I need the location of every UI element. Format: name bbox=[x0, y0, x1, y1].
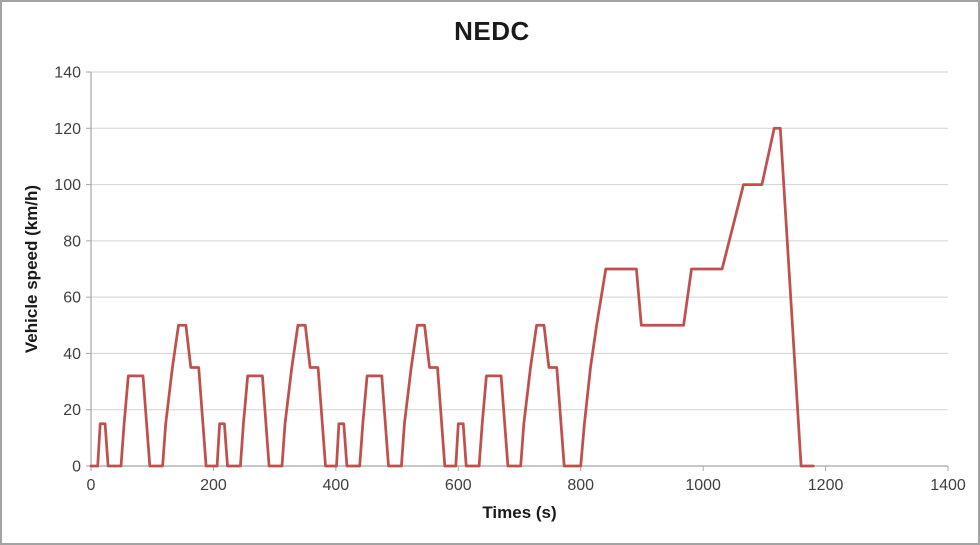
y-tick-label: 20 bbox=[63, 402, 81, 419]
x-tick-label: 1400 bbox=[930, 477, 966, 494]
y-tick-label: 100 bbox=[54, 177, 81, 194]
speed-line bbox=[89, 126, 815, 468]
y-tick-label: 140 bbox=[54, 65, 81, 82]
x-axis-title: Times (s) bbox=[482, 503, 557, 522]
x-tick-label: 200 bbox=[200, 477, 227, 494]
y-tick-label: 80 bbox=[63, 233, 81, 250]
x-tick-label: 800 bbox=[567, 477, 594, 494]
chart-title: NEDC bbox=[454, 16, 530, 46]
y-tick-label: 120 bbox=[54, 121, 81, 138]
y-tick-label: 0 bbox=[72, 459, 81, 476]
y-tick-label: 40 bbox=[63, 346, 81, 363]
x-tick-label: 1000 bbox=[685, 477, 721, 494]
x-tick-label: 400 bbox=[323, 477, 350, 494]
y-tick-label: 60 bbox=[63, 290, 81, 307]
x-tick-label: 600 bbox=[445, 477, 472, 494]
x-tick-label: 0 bbox=[87, 477, 96, 494]
x-tick-label: 1200 bbox=[808, 477, 844, 494]
